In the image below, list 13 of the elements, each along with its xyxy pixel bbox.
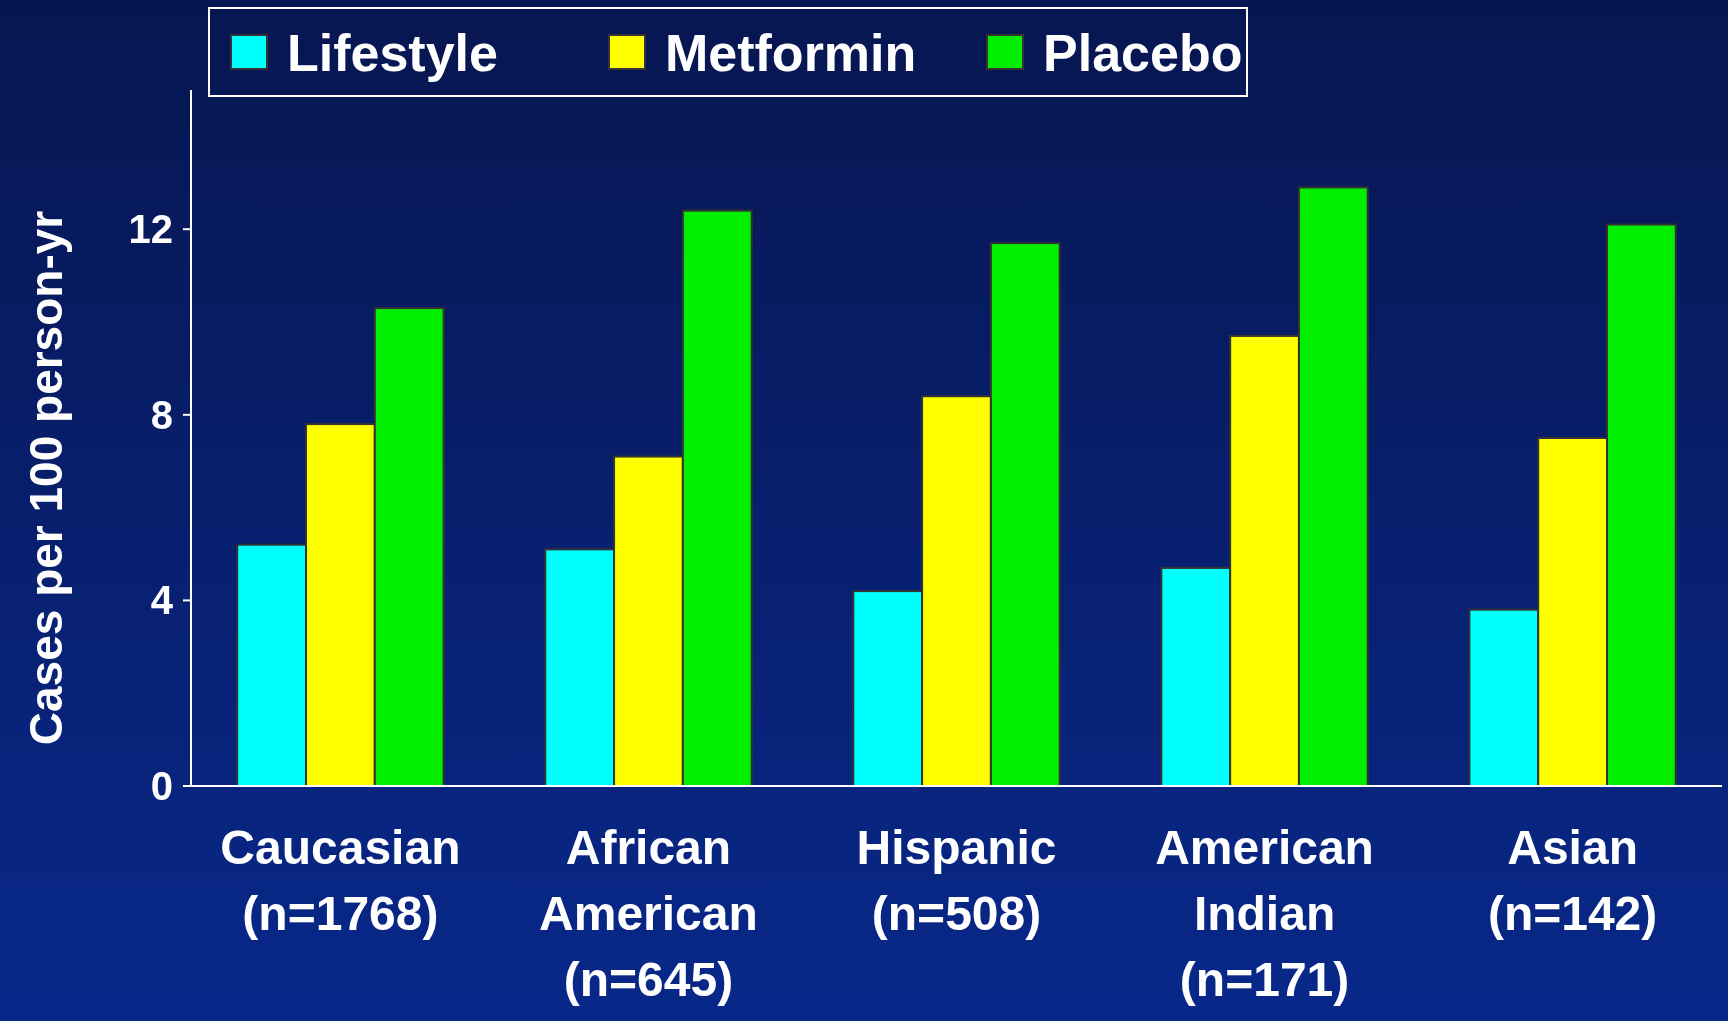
x-tick-label: Asian (n=142) bbox=[1487, 821, 1658, 940]
x-tick-label: Hispanic (n=508) bbox=[856, 821, 1057, 940]
legend-label: Placebo bbox=[1043, 23, 1243, 82]
y-tick-label: 0 bbox=[150, 764, 173, 808]
x-tick-label: Caucasian (n=1768) bbox=[220, 821, 461, 940]
x-tick-label: American Indian (n=171) bbox=[1155, 821, 1374, 1006]
y-tick-label: 8 bbox=[150, 392, 173, 437]
legend-label: Lifestyle bbox=[287, 23, 498, 82]
legend-label: Metformin bbox=[665, 23, 917, 82]
y-tick-label: 12 bbox=[128, 207, 173, 252]
y-tick-label: 4 bbox=[150, 578, 174, 623]
y-axis-title: Cases per 100 person-yr bbox=[20, 210, 72, 746]
x-tick-label: African American (n=645) bbox=[539, 821, 758, 1006]
